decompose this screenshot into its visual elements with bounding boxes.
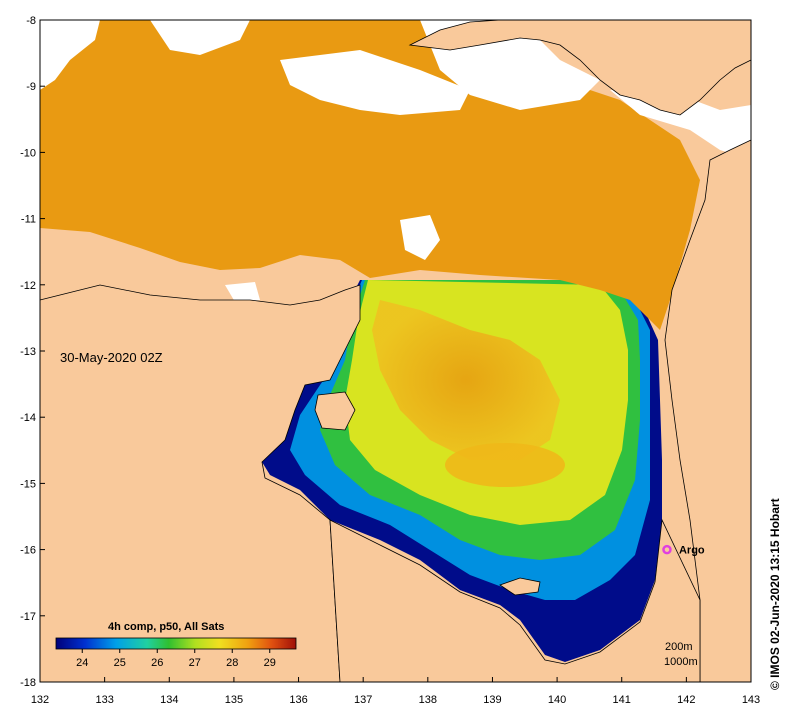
y-tick-label: -8 xyxy=(26,15,36,27)
y-tick-label: -9 xyxy=(26,81,36,93)
no-data-patch xyxy=(280,50,470,115)
legend-tick-label: 28 xyxy=(226,657,238,669)
land-island xyxy=(314,391,356,431)
x-tick-label: 143 xyxy=(742,694,760,706)
x-tick-label: 142 xyxy=(677,694,695,706)
x-tick-label: 133 xyxy=(95,694,113,706)
legend-title: 4h comp, p50, All Sats xyxy=(108,621,224,633)
no-data-patch xyxy=(610,90,751,160)
legend-tick-label: 27 xyxy=(189,657,201,669)
x-axis: 132 133 134 135 136 137 138 139 140 141 142 143 xyxy=(31,677,760,706)
contour-label-200m: 200m xyxy=(665,641,693,653)
legend: 4h comp, p50, All Sats 24 25 26 27 28 29 xyxy=(55,621,297,669)
no-data-patch xyxy=(40,20,100,90)
y-tick-label: -18 xyxy=(20,677,36,689)
y-tick-label: -10 xyxy=(20,147,36,159)
x-tick-label: 132 xyxy=(31,694,49,706)
legend-colorbar xyxy=(55,637,297,650)
y-tick-label: -14 xyxy=(20,412,36,424)
legend-tick-label: 24 xyxy=(76,657,88,669)
land-arnhem xyxy=(39,284,361,683)
no-data-patch xyxy=(400,215,440,260)
land-island xyxy=(499,577,541,596)
x-tick-label: 134 xyxy=(160,694,178,706)
x-tick-label: 141 xyxy=(613,694,631,706)
legend-tick-label: 29 xyxy=(264,657,276,669)
x-tick-label: 137 xyxy=(354,694,372,706)
y-tick-label: -16 xyxy=(20,545,36,557)
y-tick-label: -17 xyxy=(20,611,36,623)
credit-text: © IMOS 02-Jun-2020 13:15 Hobart xyxy=(768,498,782,690)
x-tick-label: 139 xyxy=(483,694,501,706)
date-label: 30-May-2020 02Z xyxy=(60,350,163,365)
x-tick-label: 136 xyxy=(289,694,307,706)
land-south xyxy=(329,518,701,683)
argo-marker-icon xyxy=(662,544,672,555)
sst-warm-core xyxy=(372,300,560,460)
no-data-patch xyxy=(225,282,260,302)
legend-tick-label: 25 xyxy=(114,657,126,669)
y-tick-label: -11 xyxy=(21,214,36,226)
no-data-patch xyxy=(150,20,250,55)
legend-tick-label: 26 xyxy=(151,657,163,669)
sst-warm-spot xyxy=(445,443,565,487)
contour-label-1000m: 1000m xyxy=(664,656,698,668)
x-tick-label: 140 xyxy=(548,694,566,706)
argo-marker[interactable]: Argo xyxy=(662,544,705,557)
y-tick-label: -12 xyxy=(20,280,36,292)
y-tick-label: -15 xyxy=(20,478,36,490)
y-axis: -8 -9 -10 -11 -12 -13 -14 -15 -16 -17 -18 xyxy=(20,15,45,689)
y-tick-label: -13 xyxy=(20,346,36,358)
argo-label: Argo xyxy=(679,545,705,557)
x-tick-label: 138 xyxy=(419,694,437,706)
x-tick-label: 135 xyxy=(225,694,243,706)
